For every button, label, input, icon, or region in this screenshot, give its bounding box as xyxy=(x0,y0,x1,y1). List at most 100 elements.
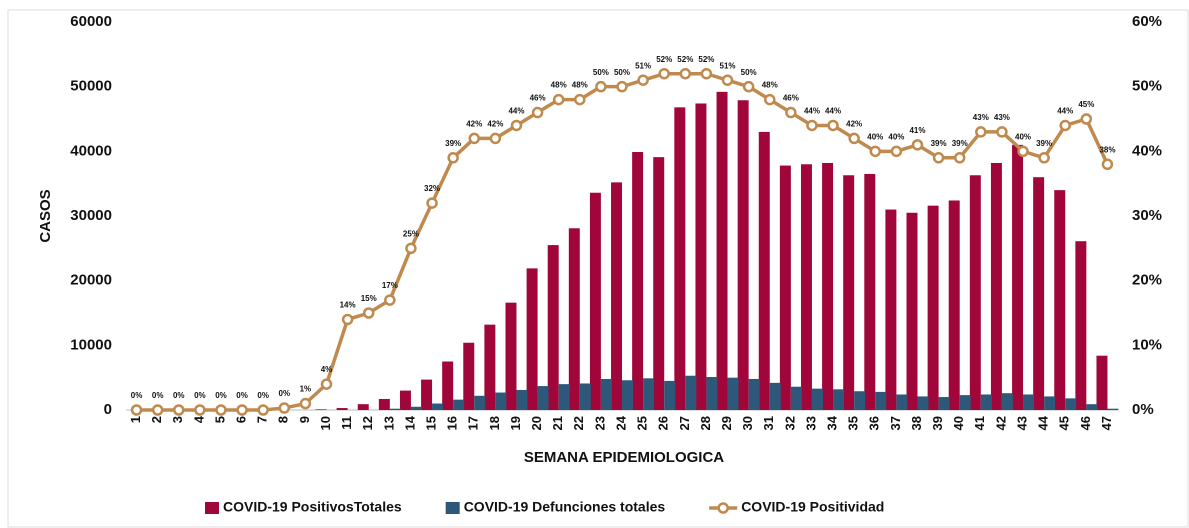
bar xyxy=(706,377,718,410)
bar xyxy=(653,157,665,410)
y2-tick-label: 40% xyxy=(1132,142,1162,159)
bar xyxy=(695,103,707,410)
bar xyxy=(685,375,697,410)
data-label: 0% xyxy=(279,389,291,398)
y2-tick-label: 30% xyxy=(1132,207,1162,224)
point xyxy=(932,152,945,164)
bar xyxy=(1033,177,1045,410)
x-tick-label: 17 xyxy=(466,416,481,430)
x-tick-label: 41 xyxy=(972,416,987,430)
x-tick-label: 27 xyxy=(677,416,692,430)
legend-label: COVID-19 Positividad xyxy=(741,499,884,515)
x-tick-label: 20 xyxy=(529,416,544,430)
bar xyxy=(875,391,887,410)
x-tick-label: 19 xyxy=(508,416,523,430)
bar xyxy=(516,389,528,410)
bar xyxy=(537,386,549,410)
bar xyxy=(432,403,444,410)
y2-tick-label: 60% xyxy=(1132,13,1162,30)
point xyxy=(637,74,649,86)
bar xyxy=(474,395,486,410)
x-tick-label: 14 xyxy=(402,415,417,430)
point xyxy=(510,119,523,132)
x-tick-label: 33 xyxy=(803,416,818,430)
point xyxy=(763,93,776,106)
point xyxy=(700,67,713,80)
y-tick-label: 30000 xyxy=(70,207,112,224)
data-label: 15% xyxy=(361,294,377,303)
data-label: 48% xyxy=(762,81,778,90)
point xyxy=(173,404,185,416)
bar xyxy=(811,388,823,410)
data-label: 17% xyxy=(382,281,398,290)
point xyxy=(658,67,670,80)
bar xyxy=(969,175,981,410)
y-tick-label: 20000 xyxy=(70,272,112,289)
y-axis-label: CASOS xyxy=(37,189,54,242)
data-label: 51% xyxy=(720,61,736,70)
x-tick-label: 21 xyxy=(550,416,565,430)
y-tick-label: 10000 xyxy=(70,336,112,353)
point xyxy=(194,404,206,416)
bar xyxy=(758,131,770,410)
bar xyxy=(600,378,612,410)
frame xyxy=(7,9,1189,528)
data-label: 4% xyxy=(321,365,333,374)
bar xyxy=(611,182,622,410)
x-tick-label: 13 xyxy=(381,416,396,430)
y2-tick-label: 0% xyxy=(1132,401,1154,418)
x-tick-label: 15 xyxy=(423,416,438,430)
bar xyxy=(442,361,454,410)
point xyxy=(447,152,459,164)
bar xyxy=(906,212,918,410)
x-tick-label: 5 xyxy=(212,416,227,423)
data-label: 48% xyxy=(572,81,588,90)
bar xyxy=(927,205,939,410)
x-tick-label: 3 xyxy=(170,416,185,423)
y-tick-label: 0 xyxy=(104,401,112,418)
bar xyxy=(622,380,633,410)
bar xyxy=(643,378,655,410)
x-tick-label: 1 xyxy=(128,416,143,423)
data-label: 39% xyxy=(1036,139,1052,148)
bar xyxy=(568,228,580,410)
bar xyxy=(864,173,876,410)
data-label: 51% xyxy=(635,61,651,70)
data-label: 52% xyxy=(677,55,693,64)
bar xyxy=(1075,241,1087,410)
bar xyxy=(505,302,517,410)
bar xyxy=(632,151,644,411)
x-tick-label: 28 xyxy=(698,416,713,430)
data-label: 32% xyxy=(424,184,440,193)
point xyxy=(869,145,882,158)
data-label: 42% xyxy=(846,120,862,129)
data-label: 0% xyxy=(152,391,164,400)
data-label: 46% xyxy=(783,94,799,103)
bar xyxy=(357,404,369,410)
x-tick-label: 30 xyxy=(740,416,755,430)
bar xyxy=(336,408,348,410)
bar xyxy=(843,175,855,410)
data-label: 25% xyxy=(403,229,419,238)
point xyxy=(1038,152,1050,164)
point xyxy=(299,397,312,410)
data-label: 44% xyxy=(825,107,841,116)
x-tick-label: 25 xyxy=(635,416,650,430)
bar xyxy=(526,268,538,410)
bar xyxy=(378,399,390,410)
point xyxy=(574,93,586,106)
bar xyxy=(779,165,791,410)
point xyxy=(996,126,1008,138)
x-tick-label: 45 xyxy=(1057,416,1072,430)
legend-key xyxy=(717,502,729,514)
point xyxy=(384,294,396,306)
data-label: 44% xyxy=(1057,107,1073,116)
bar xyxy=(990,162,1002,410)
bar xyxy=(822,162,834,410)
data-label: 0% xyxy=(173,391,185,400)
point xyxy=(742,80,755,93)
data-label: 40% xyxy=(888,132,904,141)
data-label: 41% xyxy=(909,126,925,135)
point xyxy=(721,74,734,86)
